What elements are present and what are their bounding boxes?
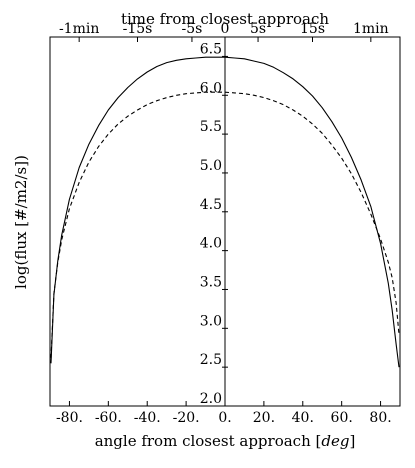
x-axis-label-text: angle from closest approach [ — [95, 432, 322, 450]
x-axis-label-close: ] — [349, 432, 355, 450]
x-tick-label: 60. — [331, 410, 353, 426]
y-axis-label: log(flux [#/m2/s]) — [12, 155, 30, 289]
x-tick-label: -40. — [134, 410, 161, 426]
y-axis-ticks: 2.0 2.5 3.0 3.5 4.0 4.5 5.0 5.5 6.0 6.5 — [200, 41, 228, 407]
series-line-solid — [50, 56, 400, 368]
top-tick-label: -15s — [123, 21, 153, 37]
y-tick-label: 4.0 — [200, 236, 222, 252]
y-tick-label: 4.5 — [200, 197, 222, 213]
top-tick-label: 0 — [221, 21, 230, 37]
top-tick-label: 5s — [250, 21, 266, 37]
y-tick-label: 5.5 — [200, 119, 222, 135]
y-tick-label: 3.5 — [200, 274, 222, 290]
x-tick-label: -80. — [56, 410, 83, 426]
series-line-dashed — [50, 91, 400, 358]
y-tick-label: 6.5 — [200, 41, 222, 57]
y-tick-label: 5.0 — [200, 158, 222, 174]
top-tick-label: -1min — [59, 21, 99, 37]
top-axis-label: time from closest approach — [121, 10, 329, 28]
top-axis-ticks: -1min -15s -5s 0 5s 15s 1min — [59, 21, 389, 42]
x-axis-label-unit: deg — [321, 432, 349, 450]
x-tick-label: 0. — [218, 410, 231, 426]
x-tick-label: 80. — [369, 410, 391, 426]
y-tick-label: 2.5 — [200, 352, 222, 368]
x-tick-label: 40. — [292, 410, 314, 426]
x-axis-ticks: -80. -60. -40. -20. 0. 20. 40. 60. 80. — [56, 401, 392, 426]
x-tick-label: -60. — [95, 410, 122, 426]
top-tick-label: 15s — [300, 21, 325, 37]
series-layer — [50, 56, 400, 368]
y-tick-label: 3.0 — [200, 313, 222, 329]
y-tick-label: 2.0 — [200, 391, 222, 407]
x-axis-label: angle from closest approach [deg] — [95, 432, 356, 450]
top-tick-label: -5s — [182, 21, 203, 37]
x-tick-label: 20. — [253, 410, 275, 426]
y-tick-label: 6.0 — [200, 80, 222, 96]
x-tick-label: -20. — [173, 410, 200, 426]
top-tick-label: 1min — [353, 21, 389, 37]
